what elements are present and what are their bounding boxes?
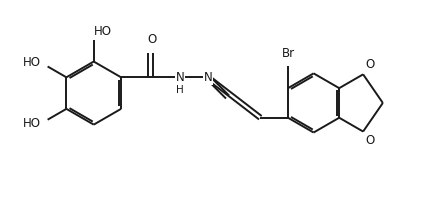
Text: Br: Br — [281, 47, 295, 60]
Text: HO: HO — [94, 26, 112, 38]
Text: N: N — [203, 71, 212, 84]
Text: H: H — [176, 85, 184, 95]
Text: O: O — [147, 33, 156, 46]
Text: N: N — [176, 71, 184, 84]
Text: HO: HO — [23, 56, 41, 69]
Text: O: O — [365, 58, 375, 71]
Text: HO: HO — [23, 117, 41, 130]
Text: O: O — [365, 134, 375, 148]
